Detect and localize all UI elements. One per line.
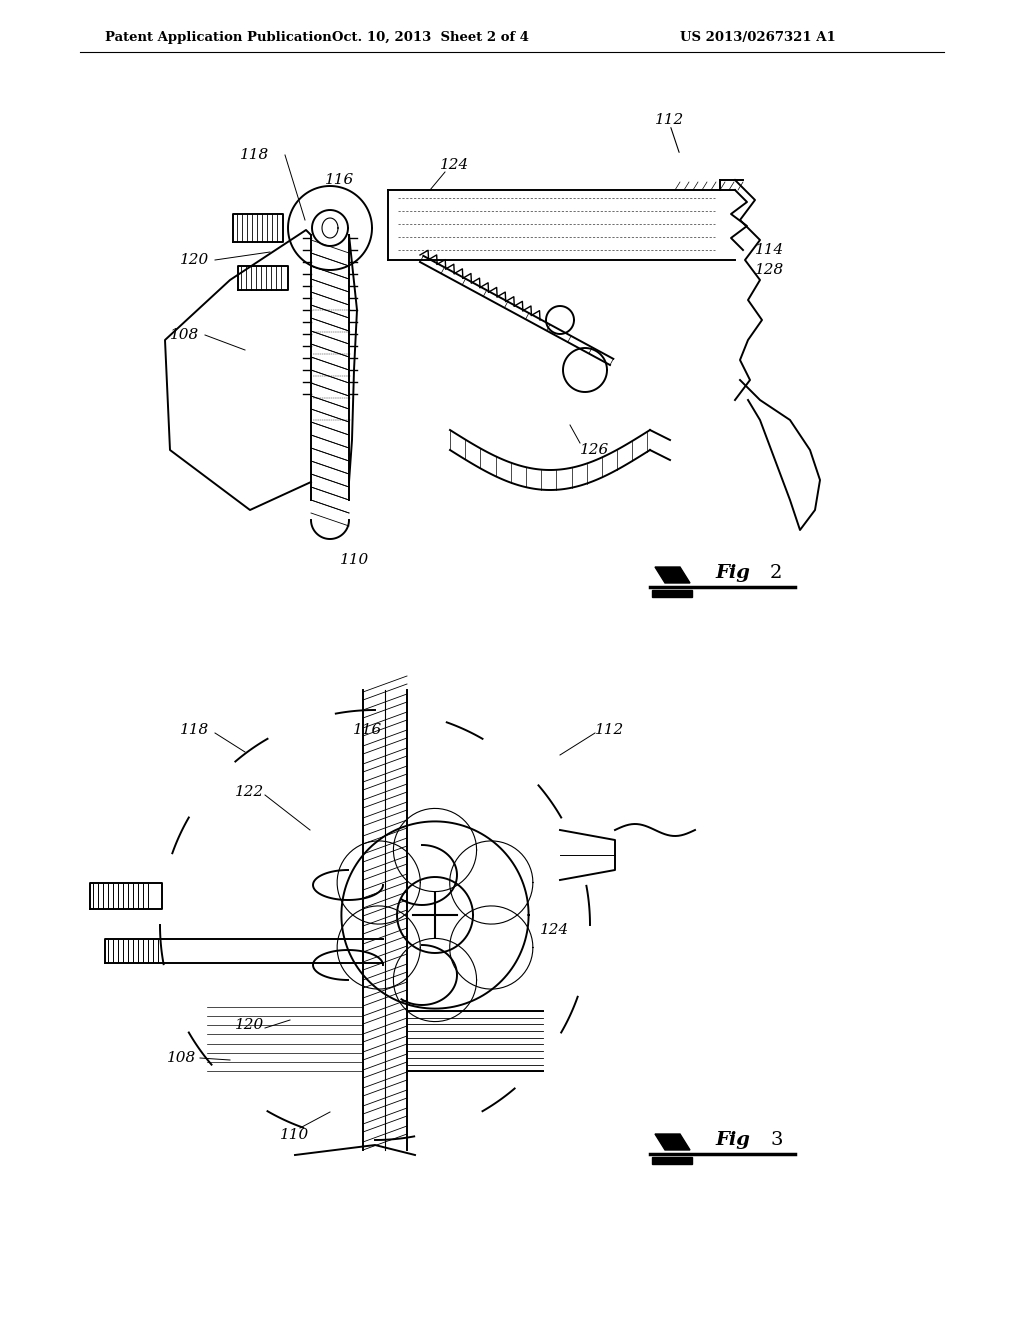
Text: 116: 116 xyxy=(326,173,354,187)
Text: 112: 112 xyxy=(595,723,625,737)
Text: 3: 3 xyxy=(770,1131,782,1148)
Text: 122: 122 xyxy=(236,785,264,799)
Text: Patent Application Publication: Patent Application Publication xyxy=(105,30,332,44)
Text: 124: 124 xyxy=(440,158,470,172)
Text: US 2013/0267321 A1: US 2013/0267321 A1 xyxy=(680,30,836,44)
Text: 118: 118 xyxy=(241,148,269,162)
Polygon shape xyxy=(655,1134,690,1150)
Text: 124: 124 xyxy=(541,923,569,937)
Text: Oct. 10, 2013  Sheet 2 of 4: Oct. 10, 2013 Sheet 2 of 4 xyxy=(332,30,528,44)
Text: 126: 126 xyxy=(581,444,609,457)
Text: 128: 128 xyxy=(756,263,784,277)
Text: 2: 2 xyxy=(770,564,782,582)
Text: 118: 118 xyxy=(180,723,210,737)
Text: Fig: Fig xyxy=(715,1131,750,1148)
Text: 114: 114 xyxy=(756,243,784,257)
Polygon shape xyxy=(652,1158,692,1164)
Text: 110: 110 xyxy=(340,553,370,568)
Text: 112: 112 xyxy=(655,114,685,127)
Polygon shape xyxy=(655,568,690,583)
Text: 120: 120 xyxy=(180,253,210,267)
Text: 108: 108 xyxy=(170,327,200,342)
Polygon shape xyxy=(652,590,692,597)
Text: 110: 110 xyxy=(281,1129,309,1142)
Text: 120: 120 xyxy=(236,1018,264,1032)
Text: 116: 116 xyxy=(353,723,383,737)
Text: Fig: Fig xyxy=(715,564,750,582)
Text: 108: 108 xyxy=(167,1051,197,1065)
